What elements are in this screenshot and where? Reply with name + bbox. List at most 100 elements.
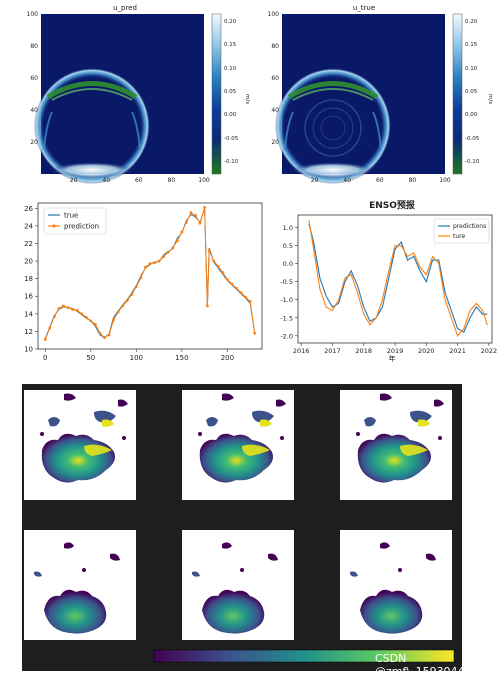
heatmap-field bbox=[275, 68, 391, 184]
colorbar-label: m/s bbox=[244, 94, 250, 104]
radar-grid-svg bbox=[24, 390, 455, 663]
y-tick-label: 100 bbox=[27, 11, 39, 18]
radar-image bbox=[340, 390, 452, 500]
data-point bbox=[175, 239, 179, 243]
data-point bbox=[157, 259, 161, 263]
colorbar: 0.20 0.15 0.10 0.05 0.00 -0.05 -0.10 m/s bbox=[211, 13, 250, 175]
heatmap-x-ticks: 20 40 60 80 100 bbox=[70, 177, 210, 184]
y-tick-label: 14 bbox=[24, 310, 33, 318]
colorbar: 0.20 0.15 0.10 0.05 0.00 -0.05 -0.10 m/s bbox=[452, 13, 493, 175]
x-axis: 0 50 100 150 200 bbox=[43, 349, 234, 362]
data-point bbox=[185, 220, 188, 224]
y-axis: 10 12 14 16 18 20 22 24 26 bbox=[24, 205, 38, 354]
y-tick-label: 20 bbox=[24, 258, 33, 266]
data-point bbox=[225, 278, 229, 281]
colorbar-tick: -0.10 bbox=[224, 159, 239, 165]
radar-image bbox=[24, 530, 136, 640]
x-tick-label: 200 bbox=[221, 354, 234, 362]
data-point bbox=[216, 264, 220, 268]
x-tick-label: 100 bbox=[130, 354, 143, 362]
data-point bbox=[84, 315, 88, 319]
data-point bbox=[153, 261, 156, 265]
x-axis-label: 年 bbox=[389, 354, 396, 363]
radar-image-grid bbox=[22, 384, 462, 671]
data-point bbox=[48, 326, 52, 330]
colorbar-tick: -0.05 bbox=[465, 136, 480, 142]
data-point bbox=[166, 250, 170, 254]
colorbar-tick: -0.10 bbox=[465, 159, 480, 165]
heatmap-x-ticks: 20 40 60 80 100 bbox=[311, 177, 451, 184]
x-tick-label: 2017 bbox=[324, 347, 341, 355]
data-point bbox=[194, 213, 197, 217]
heatmap-title: u_true bbox=[353, 4, 375, 12]
y-tick-label: 16 bbox=[24, 293, 33, 301]
legend-label-prediction: prediction bbox=[64, 223, 99, 231]
data-point bbox=[43, 337, 47, 341]
colorbar-tick: 0.20 bbox=[224, 19, 237, 25]
heatmap-u-pred: u_pred 20 40 60 80 100 20 40 60 80 100 bbox=[27, 4, 250, 184]
data-point bbox=[75, 308, 79, 312]
x-tick-label: 60 bbox=[135, 177, 143, 184]
y-tick-label: 100 bbox=[268, 11, 280, 18]
data-point bbox=[248, 300, 252, 303]
y-tick-label: -2.0 bbox=[280, 332, 293, 340]
colorbar-tick: -0.05 bbox=[224, 136, 239, 142]
y-tick-label: 20 bbox=[271, 139, 279, 146]
data-point bbox=[52, 315, 56, 318]
y-tick-label: 10 bbox=[24, 346, 33, 354]
data-point bbox=[162, 255, 166, 259]
data-point bbox=[171, 246, 175, 250]
data-point bbox=[180, 230, 184, 234]
watermark: CSDN @zmf\_1593044088 bbox=[375, 652, 486, 678]
colorbar-tick: 0.00 bbox=[465, 112, 478, 118]
data-point bbox=[207, 249, 211, 252]
x-tick-label: 80 bbox=[409, 177, 417, 184]
x-tick-label: 40 bbox=[343, 177, 351, 184]
y-tick-label: -1.0 bbox=[280, 296, 293, 304]
y-tick-label: 22 bbox=[24, 240, 33, 248]
legend-label-true: true bbox=[64, 212, 78, 220]
series-line-ture bbox=[308, 220, 488, 337]
data-point bbox=[134, 285, 138, 288]
data-point bbox=[93, 322, 97, 326]
heatmap-u-true: u_true 20 40 60 80 100 20 40 60 80 100 bbox=[268, 4, 493, 184]
radar-image bbox=[340, 530, 452, 640]
y-tick-label: 40 bbox=[271, 107, 279, 114]
heatmap-field bbox=[34, 68, 150, 184]
colorbar-tick: 0.15 bbox=[465, 42, 478, 48]
data-point bbox=[235, 286, 238, 290]
radar-row-top bbox=[24, 390, 452, 500]
colorbar-tick: 0.05 bbox=[465, 89, 478, 95]
heatmap-y-ticks: 20 40 60 80 100 bbox=[268, 11, 280, 146]
data-point bbox=[148, 262, 152, 266]
data-point bbox=[230, 282, 234, 286]
data-point bbox=[205, 304, 209, 308]
data-point bbox=[130, 293, 134, 296]
legend-label-predictions: predictions bbox=[453, 223, 486, 230]
y-tick-label: -0.5 bbox=[280, 278, 293, 286]
colorbar-tick: 0.00 bbox=[224, 112, 237, 118]
heatmap-y-ticks: 20 40 60 80 100 bbox=[27, 11, 39, 146]
x-tick-label: 2022 bbox=[481, 347, 498, 355]
data-point bbox=[139, 276, 143, 280]
y-tick-label: 26 bbox=[24, 205, 33, 213]
true-vs-prediction-chart: 10 12 14 16 18 20 22 24 26 0 50 100 150 200 true pre… bbox=[24, 202, 263, 362]
data-point bbox=[112, 318, 115, 322]
heatmap-title: u_pred bbox=[113, 4, 137, 12]
heatmap-panels: u_pred 20 40 60 80 100 20 40 60 80 100 bbox=[27, 4, 493, 184]
series-group bbox=[43, 205, 257, 341]
y-tick-label: 0.5 bbox=[283, 242, 293, 250]
y-tick-label: 60 bbox=[30, 75, 38, 82]
y-tick-label: 60 bbox=[271, 75, 279, 82]
data-point bbox=[239, 291, 243, 295]
data-point bbox=[198, 221, 202, 225]
legend: predictions ture bbox=[433, 218, 490, 244]
data-point bbox=[144, 265, 147, 269]
data-point bbox=[125, 299, 129, 303]
data-point bbox=[121, 304, 125, 308]
legend-label-ture: ture bbox=[453, 233, 465, 240]
data-point bbox=[98, 331, 102, 335]
colorbar-tick: 0.10 bbox=[465, 66, 478, 72]
x-tick-label: 100 bbox=[439, 177, 451, 184]
y-tick-label: 80 bbox=[30, 43, 38, 50]
